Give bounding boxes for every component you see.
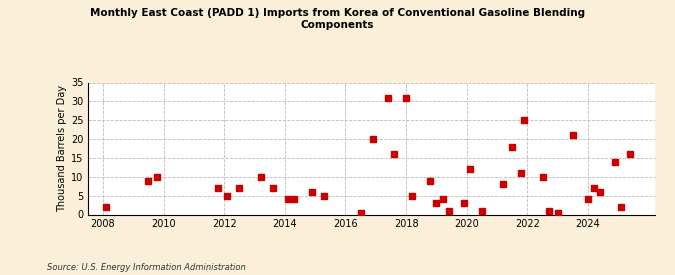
Point <box>425 178 436 183</box>
Point <box>543 208 554 213</box>
Text: Monthly East Coast (PADD 1) Imports from Korea of Conventional Gasoline Blending: Monthly East Coast (PADD 1) Imports from… <box>90 8 585 30</box>
Point <box>589 186 599 190</box>
Point <box>234 186 245 190</box>
Point <box>568 133 578 138</box>
Point <box>319 193 329 198</box>
Point <box>306 190 317 194</box>
Point <box>355 210 366 215</box>
Point <box>282 197 293 202</box>
Point <box>516 171 526 175</box>
Point <box>383 95 394 100</box>
Point <box>401 95 412 100</box>
Point <box>267 186 278 190</box>
Point <box>458 201 469 205</box>
Point <box>152 175 163 179</box>
Point <box>610 160 621 164</box>
Point <box>616 205 627 209</box>
Point <box>583 197 593 202</box>
Point <box>437 197 448 202</box>
Point <box>431 201 442 205</box>
Point <box>595 190 605 194</box>
Text: Source: U.S. Energy Information Administration: Source: U.S. Energy Information Administ… <box>47 263 246 272</box>
Point <box>288 197 299 202</box>
Point <box>477 208 487 213</box>
Point <box>222 193 233 198</box>
Point <box>389 152 400 156</box>
Point <box>507 144 518 149</box>
Point <box>519 118 530 122</box>
Point <box>101 205 111 209</box>
Point <box>255 175 266 179</box>
Point <box>407 193 418 198</box>
Point <box>552 210 563 215</box>
Point <box>625 152 636 156</box>
Point <box>537 175 548 179</box>
Point <box>213 186 223 190</box>
Point <box>443 208 454 213</box>
Point <box>497 182 508 186</box>
Y-axis label: Thousand Barrels per Day: Thousand Barrels per Day <box>57 85 67 212</box>
Point <box>367 137 378 141</box>
Point <box>464 167 475 171</box>
Point <box>143 178 154 183</box>
